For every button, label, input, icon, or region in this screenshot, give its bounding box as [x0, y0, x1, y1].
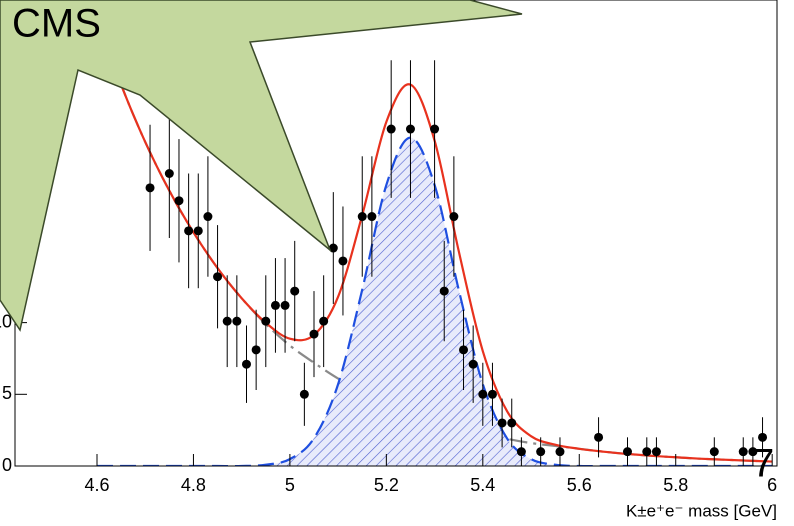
- data-point: [439, 286, 449, 296]
- data-point: [164, 168, 174, 178]
- data-point: [357, 212, 367, 222]
- page-number: 7: [752, 442, 774, 486]
- data-point: [748, 447, 758, 457]
- data-point: [241, 359, 251, 369]
- data-point: [622, 447, 632, 457]
- data-point: [174, 196, 184, 206]
- data-point: [299, 389, 309, 399]
- callout-text: CMS: [12, 2, 101, 46]
- data-point: [386, 124, 396, 134]
- data-point: [430, 124, 440, 134]
- callout-shape: [0, 0, 523, 332]
- data-point: [555, 447, 565, 457]
- data-point: [251, 345, 261, 355]
- data-point: [193, 226, 203, 236]
- data-point: [405, 124, 415, 134]
- data-point: [449, 212, 459, 222]
- x-tick-label: 5.4: [470, 475, 495, 495]
- data-point: [184, 226, 194, 236]
- data-point: [309, 329, 319, 339]
- data-point: [651, 447, 661, 457]
- data-point: [145, 183, 155, 193]
- data-point: [213, 272, 223, 282]
- data-point: [738, 447, 748, 457]
- data-point: [536, 447, 546, 457]
- x-tick-label: 6: [767, 475, 777, 495]
- data-point: [594, 432, 604, 442]
- callout: CMS: [0, 0, 523, 332]
- x-axis-label: K±e⁺e⁻ mass [GeV]: [626, 501, 777, 520]
- data-point: [516, 447, 526, 457]
- x-tick-label: 5: [285, 475, 295, 495]
- x-tick-label: 5.2: [374, 475, 399, 495]
- data-point: [468, 359, 478, 369]
- data-point: [270, 300, 280, 310]
- y-tick-label: 5: [2, 383, 12, 403]
- signal-area: [96, 137, 773, 466]
- data-point: [709, 447, 719, 457]
- data-point: [487, 389, 497, 399]
- data-point: [642, 447, 652, 457]
- x-tick-label: 5.8: [663, 475, 688, 495]
- data-point: [367, 212, 377, 222]
- y-tick-label: 10: [0, 311, 12, 331]
- plot-area: [95, 16, 773, 466]
- data-point: [328, 243, 338, 253]
- data-point: [758, 432, 768, 442]
- x-tick-label: 5.6: [567, 475, 592, 495]
- data-point: [280, 300, 290, 310]
- data-point: [261, 316, 271, 326]
- data-point: [203, 212, 213, 222]
- x-tick-label: 4.8: [181, 475, 206, 495]
- data-point: [497, 418, 507, 428]
- data-point: [507, 418, 517, 428]
- data-point: [319, 316, 329, 326]
- y-tick-label: 0: [2, 455, 12, 475]
- x-tick-label: 4.6: [84, 475, 109, 495]
- data-point: [232, 316, 242, 326]
- data-point: [222, 316, 232, 326]
- data-point: [459, 345, 469, 355]
- data-point: [478, 389, 488, 399]
- data-point: [290, 286, 300, 296]
- data-point: [338, 256, 348, 266]
